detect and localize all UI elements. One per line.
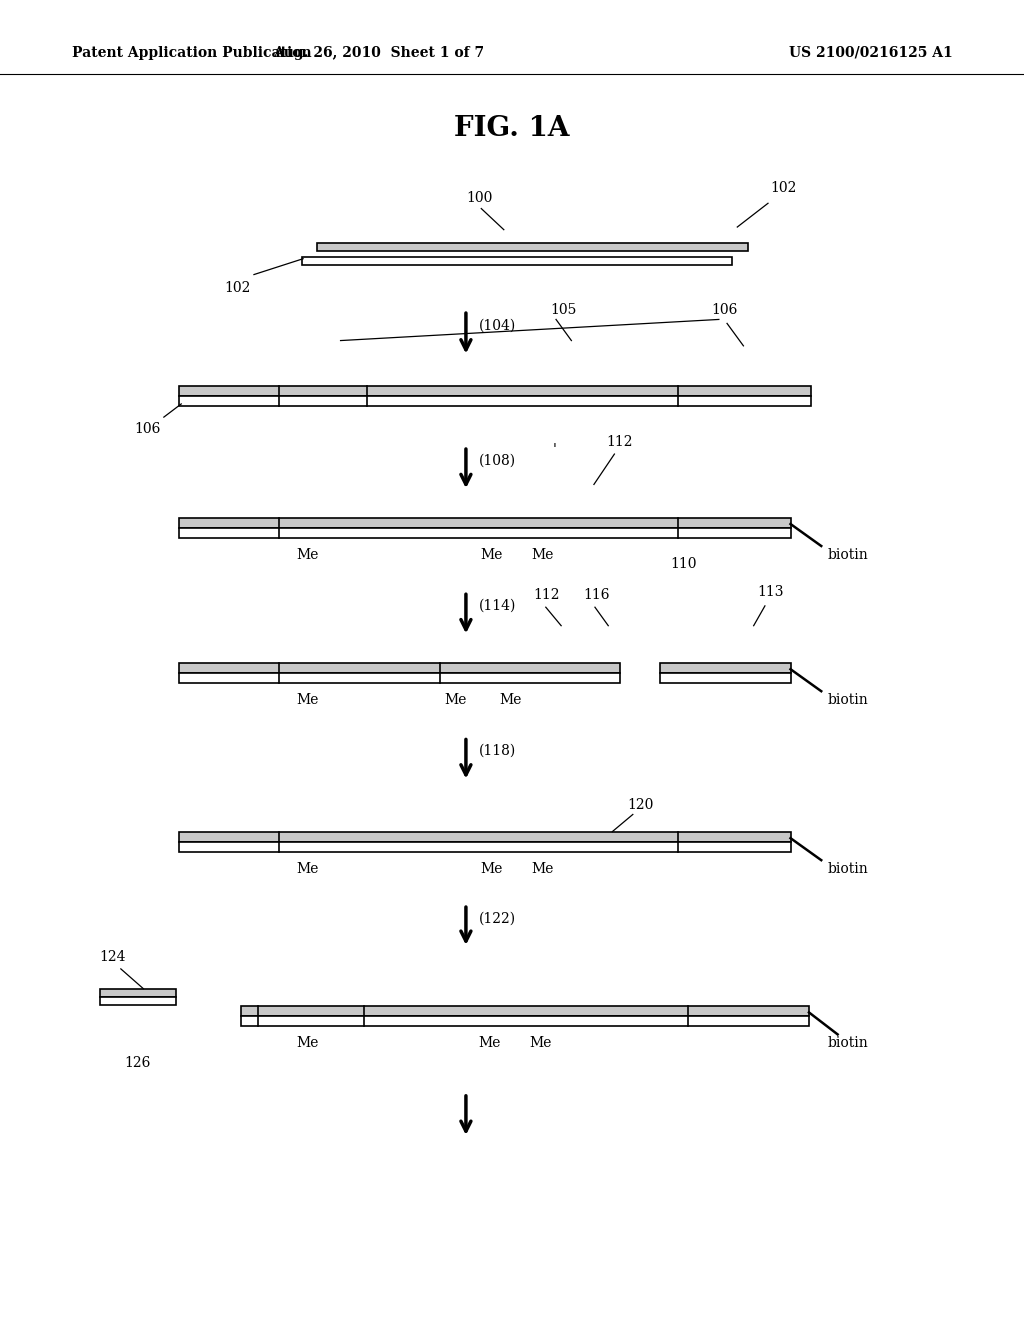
Text: Me: Me — [296, 693, 318, 708]
Text: biotin: biotin — [827, 548, 868, 562]
Text: (108): (108) — [479, 454, 516, 467]
Bar — [179, 396, 811, 407]
Text: (114): (114) — [479, 599, 516, 612]
Text: 106: 106 — [712, 302, 738, 317]
Text: Me: Me — [480, 862, 503, 876]
Text: 124: 124 — [99, 949, 126, 964]
Bar — [100, 997, 176, 1005]
Text: FIG. 1A: FIG. 1A — [455, 115, 569, 141]
Bar — [179, 832, 791, 842]
Text: 102: 102 — [770, 181, 797, 195]
Text: (122): (122) — [479, 912, 516, 925]
Text: Me: Me — [529, 1036, 552, 1051]
Text: Me: Me — [531, 548, 554, 562]
Text: Patent Application Publication: Patent Application Publication — [72, 46, 311, 59]
Bar — [100, 989, 176, 997]
Text: Me: Me — [480, 548, 503, 562]
Text: ': ' — [553, 444, 557, 457]
Bar — [179, 842, 791, 853]
Bar — [241, 1016, 809, 1027]
Bar — [179, 663, 620, 673]
Bar — [179, 673, 620, 684]
Text: Me: Me — [478, 1036, 501, 1051]
Bar — [317, 243, 748, 251]
Text: US 2100/0216125 A1: US 2100/0216125 A1 — [788, 46, 952, 59]
Text: 126: 126 — [124, 1056, 151, 1071]
Text: biotin: biotin — [827, 862, 868, 876]
Text: 100: 100 — [466, 190, 493, 205]
Text: (118): (118) — [479, 744, 516, 758]
Text: biotin: biotin — [827, 693, 868, 708]
Text: Me: Me — [500, 693, 522, 708]
Text: 105: 105 — [550, 302, 577, 317]
Text: Me: Me — [444, 693, 467, 708]
Bar — [660, 663, 791, 673]
Text: biotin: biotin — [827, 1036, 868, 1051]
Text: 110: 110 — [671, 557, 697, 572]
Text: 113: 113 — [758, 585, 784, 599]
Text: Me: Me — [296, 862, 318, 876]
Text: Me: Me — [531, 862, 554, 876]
Text: Me: Me — [296, 1036, 318, 1051]
Text: 112: 112 — [606, 434, 633, 449]
Text: 116: 116 — [584, 587, 610, 602]
Text: 112: 112 — [534, 587, 560, 602]
Bar — [660, 673, 791, 684]
Text: (104): (104) — [479, 319, 516, 333]
Bar — [179, 385, 811, 396]
Bar — [302, 257, 732, 265]
Text: 106: 106 — [134, 422, 161, 437]
Text: Me: Me — [296, 548, 318, 562]
Bar — [179, 517, 791, 528]
Bar — [241, 1006, 809, 1016]
Bar — [179, 528, 791, 539]
Text: Aug. 26, 2010  Sheet 1 of 7: Aug. 26, 2010 Sheet 1 of 7 — [273, 46, 484, 59]
Text: 102: 102 — [224, 281, 251, 296]
Text: 120: 120 — [628, 797, 654, 812]
